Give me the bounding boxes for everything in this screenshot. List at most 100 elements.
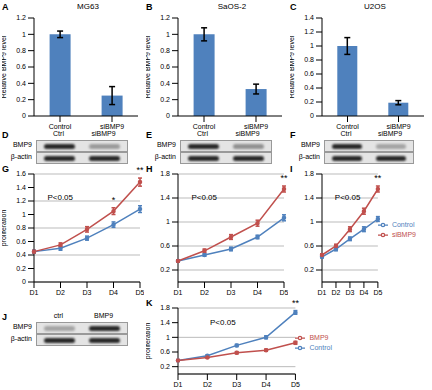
html-text:P<0.05: P<0.05	[210, 317, 236, 327]
html-text:SaOS-2: SaOS-2	[217, 2, 247, 11]
svg-text:0.8: 0.8	[16, 47, 26, 54]
html-text:C: C	[290, 2, 297, 12]
svg-text:1.8: 1.8	[160, 304, 170, 311]
svg-text:0.6: 0.6	[16, 238, 26, 245]
svg-text:**: **	[374, 173, 382, 183]
svg-text:D2: D2	[203, 381, 212, 388]
html-text:A: A	[2, 2, 9, 12]
svg-text:1.4: 1.4	[304, 14, 314, 21]
html-text:BMP9: BMP9	[309, 333, 329, 341]
svg-text:D3: D3	[83, 289, 92, 296]
svg-text:1: 1	[310, 42, 314, 49]
html-text:Control: Control	[309, 343, 332, 351]
svg-text:0.6: 0.6	[304, 242, 314, 249]
svg-text:D1: D1	[318, 289, 327, 296]
html-text:P<0.05: P<0.05	[191, 193, 217, 202]
svg-text:siBMP9: siBMP9	[386, 123, 410, 130]
svg-text:0.2: 0.2	[304, 266, 314, 273]
html-text:MG63: MG63	[77, 2, 99, 11]
svg-text:0.8: 0.8	[304, 56, 314, 63]
svg-text:0.4: 0.4	[16, 251, 26, 258]
svg-text:1: 1	[310, 218, 314, 225]
svg-text:0.4: 0.4	[160, 80, 170, 87]
svg-text:1.8: 1.8	[304, 170, 314, 177]
svg-text:Control: Control	[49, 123, 72, 130]
html-text:siBMP9: siBMP9	[391, 230, 416, 238]
svg-text:0.6: 0.6	[160, 242, 170, 249]
svg-text:*: *	[112, 195, 116, 205]
svg-text:D3: D3	[227, 289, 236, 296]
svg-text:0.6: 0.6	[16, 63, 26, 70]
svg-text:D4: D4	[109, 289, 118, 296]
svg-text:Relative BMP9 level: Relative BMP9 level	[290, 35, 295, 98]
html-text:Control: Control	[391, 220, 415, 228]
svg-text:D5: D5	[280, 289, 288, 296]
svg-text:D5: D5	[373, 289, 382, 296]
html-text:H: H	[146, 164, 153, 174]
svg-text:D1: D1	[30, 289, 39, 296]
svg-text:1.4: 1.4	[304, 194, 314, 201]
svg-text:0.2: 0.2	[16, 265, 26, 272]
svg-text:1.2: 1.2	[160, 14, 170, 21]
svg-text:1.4: 1.4	[160, 194, 170, 201]
html-text:B: B	[146, 2, 153, 12]
svg-text:D5: D5	[291, 381, 300, 388]
svg-text:D3: D3	[232, 381, 241, 388]
svg-text:0: 0	[166, 112, 170, 119]
svg-text:Control: Control	[193, 123, 216, 130]
svg-text:0.8: 0.8	[160, 47, 170, 54]
svg-text:0: 0	[22, 278, 26, 285]
svg-text:1: 1	[166, 334, 170, 341]
html-text:D: D	[2, 130, 9, 140]
svg-text:D4: D4	[253, 289, 262, 296]
svg-text:1.6: 1.6	[16, 170, 26, 177]
svg-text:0.2: 0.2	[160, 266, 170, 273]
svg-text:1.2: 1.2	[304, 28, 314, 35]
html-text:K: K	[146, 298, 153, 308]
svg-text:0.2: 0.2	[304, 98, 314, 105]
svg-text:Relative BMP9 level: Relative BMP9 level	[146, 35, 151, 98]
svg-text:**: **	[292, 298, 300, 308]
svg-text:Control: Control	[336, 123, 359, 130]
svg-text:proliferation: proliferation	[146, 323, 152, 360]
html-text:G: G	[2, 164, 9, 174]
svg-text:1: 1	[166, 218, 170, 225]
svg-text:0.4: 0.4	[16, 80, 26, 87]
svg-text:D4: D4	[359, 289, 368, 296]
html-text:U2OS: U2OS	[364, 2, 386, 11]
svg-text:1: 1	[22, 31, 26, 38]
svg-text:0: 0	[22, 112, 26, 119]
svg-text:1.2: 1.2	[16, 197, 26, 204]
svg-text:siBMP9: siBMP9	[244, 123, 268, 130]
svg-text:0.2: 0.2	[160, 363, 170, 370]
svg-text:D1: D1	[174, 381, 183, 388]
svg-text:1.8: 1.8	[160, 170, 170, 177]
svg-text:D2: D2	[331, 289, 340, 296]
svg-text:**: **	[136, 165, 144, 175]
svg-text:siBMP9: siBMP9	[100, 123, 124, 130]
svg-text:0.8: 0.8	[16, 224, 26, 231]
svg-text:1.2: 1.2	[16, 14, 26, 21]
svg-text:**: **	[280, 173, 288, 183]
svg-text:D5: D5	[136, 289, 144, 296]
svg-text:0: 0	[310, 112, 314, 119]
html-text:P<0.05: P<0.05	[334, 193, 361, 202]
svg-text:1: 1	[22, 211, 26, 218]
svg-text:0.6: 0.6	[160, 348, 170, 355]
svg-text:1.4: 1.4	[16, 184, 26, 191]
svg-text:1: 1	[166, 31, 170, 38]
svg-text:D1: D1	[174, 289, 183, 296]
svg-text:0.2: 0.2	[16, 96, 26, 103]
svg-text:0.6: 0.6	[160, 63, 170, 70]
html-text:P<0.05: P<0.05	[47, 193, 73, 202]
svg-text:D4: D4	[262, 381, 271, 388]
html-text:Ctrl: Ctrl	[53, 130, 64, 137]
svg-text:proliferation: proliferation	[8, 210, 9, 247]
svg-text:1.4: 1.4	[160, 319, 170, 326]
svg-text:D2: D2	[56, 289, 65, 296]
svg-text:D3: D3	[345, 289, 354, 296]
svg-text:D2: D2	[200, 289, 209, 296]
svg-text:0.6: 0.6	[304, 70, 314, 77]
svg-text:0.4: 0.4	[304, 84, 314, 91]
svg-text:0.2: 0.2	[160, 96, 170, 103]
